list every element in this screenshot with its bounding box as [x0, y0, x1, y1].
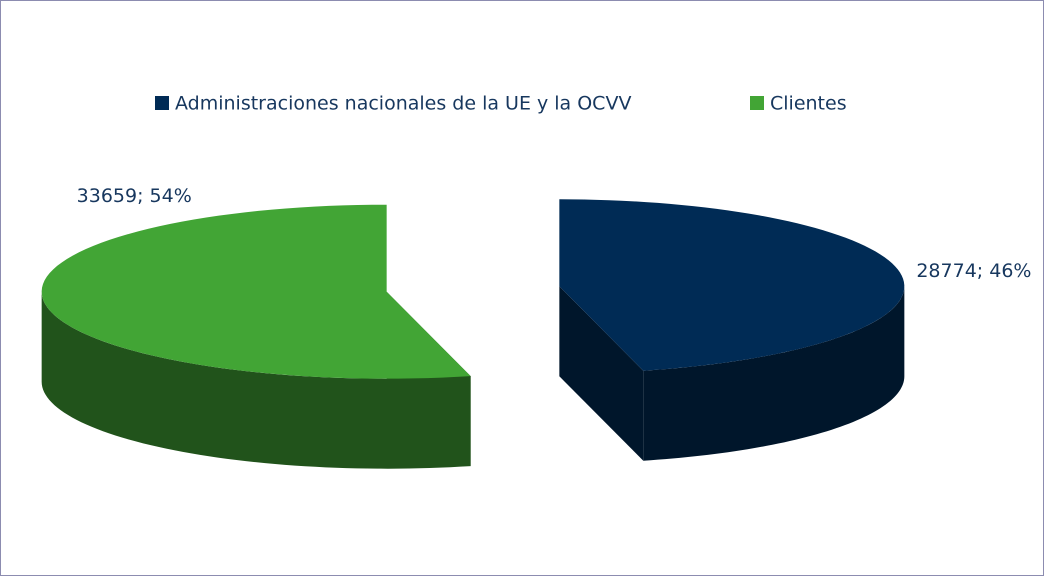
legend-swatch: [750, 96, 764, 110]
slice: [41, 204, 471, 379]
slice: [559, 199, 905, 371]
legend-label: Clientes: [770, 93, 847, 115]
slice-side: [643, 286, 905, 461]
data-label: 28774; 46%: [916, 260, 1031, 282]
data-label: 33659; 54%: [77, 185, 192, 207]
legend-label: Administraciones nacionales de la UE y l…: [175, 93, 631, 115]
slice-side: [559, 286, 644, 461]
slice-side: [41, 291, 471, 469]
legend-swatch: [155, 96, 169, 110]
